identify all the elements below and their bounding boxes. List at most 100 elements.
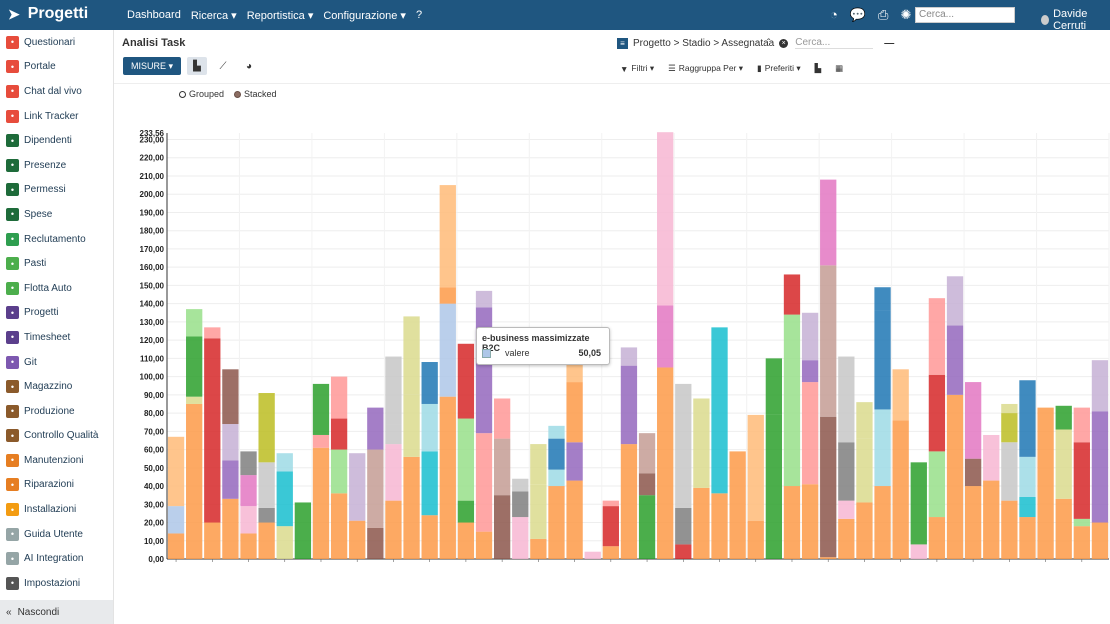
- bar-segment: [240, 506, 257, 534]
- top-search-input[interactable]: Cerca...: [915, 7, 1015, 23]
- bar-segment: [1091, 522, 1109, 559]
- bar-segment: [457, 522, 475, 559]
- warehouse-icon: •: [6, 380, 19, 394]
- chat-icon[interactable]: 💬: [849, 7, 867, 22]
- bar-segment: [222, 424, 239, 461]
- sidebar-item-magazzino[interactable]: • Magazzino: [0, 374, 113, 399]
- grouped-option[interactable]: Grouped: [179, 89, 224, 99]
- app-brand[interactable]: ➤ Progetti: [8, 5, 88, 23]
- bar-segment: [711, 327, 728, 394]
- y-tick-label: 140,00: [140, 300, 165, 309]
- pivot-view-button[interactable]: ▦: [835, 63, 843, 74]
- bar-segment: [1073, 526, 1090, 559]
- sidebar-item-label: Link Tracker: [24, 110, 79, 122]
- sidebar-item-controllo-qualit-[interactable]: • Controllo Qualità: [0, 424, 113, 449]
- minimize-icon[interactable]: —: [884, 37, 895, 49]
- bar-segment: [729, 451, 746, 559]
- sidebar-item-ai-integration[interactable]: • AI Integration: [0, 546, 113, 571]
- bar-segment: [167, 436, 185, 507]
- bar-chart-button[interactable]: ▙: [187, 57, 208, 75]
- sidebar-item-git[interactable]: • Git: [0, 350, 113, 375]
- bar-segment: [475, 433, 493, 532]
- sidebar-item-guida-utente[interactable]: • Guida Utente: [0, 522, 113, 547]
- view-toolbar: MISURE ▾ ▙ ⟋ ◕: [123, 57, 259, 75]
- bar-segment: [258, 507, 275, 523]
- bar-segment: [1073, 518, 1090, 527]
- sidebar-item-label: Produzione: [24, 405, 75, 417]
- bar-segment: [620, 444, 638, 559]
- line-chart-button[interactable]: ⟋: [213, 57, 233, 75]
- bar-segment: [602, 500, 619, 507]
- stacked-option[interactable]: Stacked: [234, 89, 277, 99]
- user-menu[interactable]: Davide Cerruti: [1041, 8, 1110, 32]
- measures-button[interactable]: MISURE ▾: [123, 57, 182, 75]
- nav-dashboard[interactable]: Dashboard: [127, 9, 181, 21]
- sidebar-item-questionari[interactable]: • Questionari: [0, 30, 113, 55]
- filters-button[interactable]: ▼ Filtri ▾: [620, 63, 654, 74]
- bar-segment: [258, 522, 275, 559]
- graph-view-button[interactable]: ▙: [815, 63, 822, 74]
- print-icon[interactable]: ⎙: [878, 7, 889, 22]
- bar-segment: [1091, 411, 1109, 523]
- bar-segment: [765, 414, 783, 559]
- sidebar-item-chat-dal-vivo[interactable]: • Chat dal vivo: [0, 79, 113, 104]
- sidebar-item-dipendenti[interactable]: • Dipendenti: [0, 128, 113, 153]
- bar-segment: [385, 356, 402, 425]
- sidebar-item-label: Guida Utente: [24, 528, 83, 540]
- sidebar-item-pasti[interactable]: • Pasti: [0, 251, 113, 276]
- bar-segment: [258, 393, 275, 463]
- favorites-button[interactable]: ▮ Preferiti ▾: [757, 63, 801, 74]
- grouped-label: Grouped: [189, 89, 225, 99]
- bar-chart-icon: ▙: [193, 60, 201, 72]
- bar-chart[interactable]: 0,00 10,00 20,00 30,00 40,00 50,00 60,00 70,00 8…: [114, 125, 1110, 600]
- sidebar-hide-button[interactable]: « Nascondi: [0, 600, 113, 624]
- nav-help[interactable]: ?: [415, 9, 423, 21]
- sidebar-item-riparazioni[interactable]: • Riparazioni: [0, 473, 113, 498]
- nav-configurazione[interactable]: Configurazione ▾: [323, 10, 406, 22]
- bar-segment: [421, 403, 438, 452]
- sidebar-item-flotta-auto[interactable]: • Flotta Auto: [0, 276, 113, 301]
- sidebar-item-produzione[interactable]: • Produzione: [0, 399, 113, 424]
- bar-segment: [367, 449, 384, 528]
- search-input[interactable]: Cerca...: [795, 37, 874, 49]
- bar-segment: [657, 305, 674, 368]
- page-title: Analisi Task: [122, 37, 186, 49]
- sidebar-item-progetti[interactable]: • Progetti: [0, 301, 113, 326]
- sidebar-item-link-tracker[interactable]: • Link Tracker: [0, 104, 113, 129]
- sidebar-item-label: Presenze: [24, 159, 67, 171]
- bar-segment: [964, 486, 982, 559]
- y-tick-label: 180,00: [140, 227, 165, 236]
- facet-label[interactable]: Progetto > Stadio > Assegnatа̂а: [633, 37, 775, 49]
- collapse-icon: «: [6, 606, 12, 618]
- loading-icon[interactable]: ✺: [900, 7, 912, 22]
- sidebar-item-label: AI Integration: [24, 553, 84, 565]
- nav-reportistica[interactable]: Reportistica ▾: [246, 10, 314, 22]
- groupby-button[interactable]: ☰ Raggruppa Per ▾: [668, 63, 743, 74]
- groupby-label: Raggruppa Per ▾: [678, 63, 744, 73]
- sidebar-item-reclutamento[interactable]: • Reclutamento: [0, 227, 113, 252]
- tooltip-title: e-business massimizzate B2C: [482, 333, 590, 353]
- favorites-label: Preferiti ▾: [764, 63, 801, 73]
- clock-icon: •: [6, 330, 19, 344]
- pie-chart-button[interactable]: ◕: [239, 57, 259, 75]
- bar-segment: [530, 538, 547, 559]
- bar-segment: [1019, 496, 1036, 518]
- sidebar-item-portale[interactable]: • Portale: [0, 55, 113, 80]
- sidebar-item-permessi[interactable]: • Permessi: [0, 178, 113, 203]
- remove-facet-icon[interactable]: ×: [779, 38, 789, 48]
- clock-icon[interactable]: ◔: [830, 7, 838, 22]
- bar-segment: [675, 544, 692, 559]
- sidebar-item-impostazioni[interactable]: • Impostazioni: [0, 571, 113, 596]
- nav-ricerca[interactable]: Ricerca ▾: [190, 10, 237, 22]
- sidebar-item-timesheet[interactable]: • Timesheet: [0, 325, 113, 350]
- bar-segment: [602, 546, 619, 559]
- bar-segment: [983, 434, 1000, 481]
- bar-segment: [475, 290, 493, 308]
- sidebar-item-manutenzioni[interactable]: • Manutenzioni: [0, 448, 113, 473]
- sidebar-item-presenze[interactable]: • Presenze: [0, 153, 113, 178]
- bar-segment: [892, 420, 909, 559]
- tooltip-swatch: [482, 349, 491, 358]
- sidebar-item-installazioni[interactable]: • Installazioni: [0, 497, 113, 522]
- sidebar-item-spese[interactable]: • Spese: [0, 202, 113, 227]
- bar-segment: [330, 449, 348, 494]
